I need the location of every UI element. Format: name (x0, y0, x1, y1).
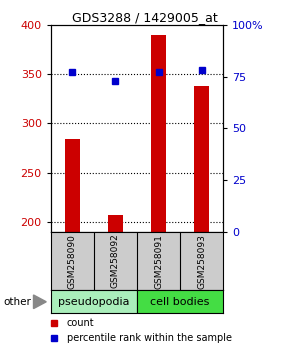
Bar (151, 35, 166, 232)
Bar (137, 290, 223, 313)
Text: GSM258093: GSM258093 (197, 234, 206, 289)
Text: percentile rank within the sample: percentile rank within the sample (67, 333, 232, 343)
Text: GSM258091: GSM258091 (154, 234, 163, 289)
Text: pseudopodia: pseudopodia (58, 297, 130, 307)
Polygon shape (33, 295, 46, 309)
Bar (65, 139, 80, 232)
Text: cell bodies: cell bodies (151, 297, 210, 307)
Text: GSM258090: GSM258090 (68, 234, 77, 289)
Text: GSM258092: GSM258092 (111, 234, 120, 289)
Text: other: other (3, 297, 31, 307)
Bar (108, 215, 123, 232)
Bar (194, 86, 209, 232)
Text: count: count (67, 319, 94, 329)
Text: GDS3288 / 1429005_at: GDS3288 / 1429005_at (72, 11, 218, 24)
Bar (51, 290, 137, 313)
